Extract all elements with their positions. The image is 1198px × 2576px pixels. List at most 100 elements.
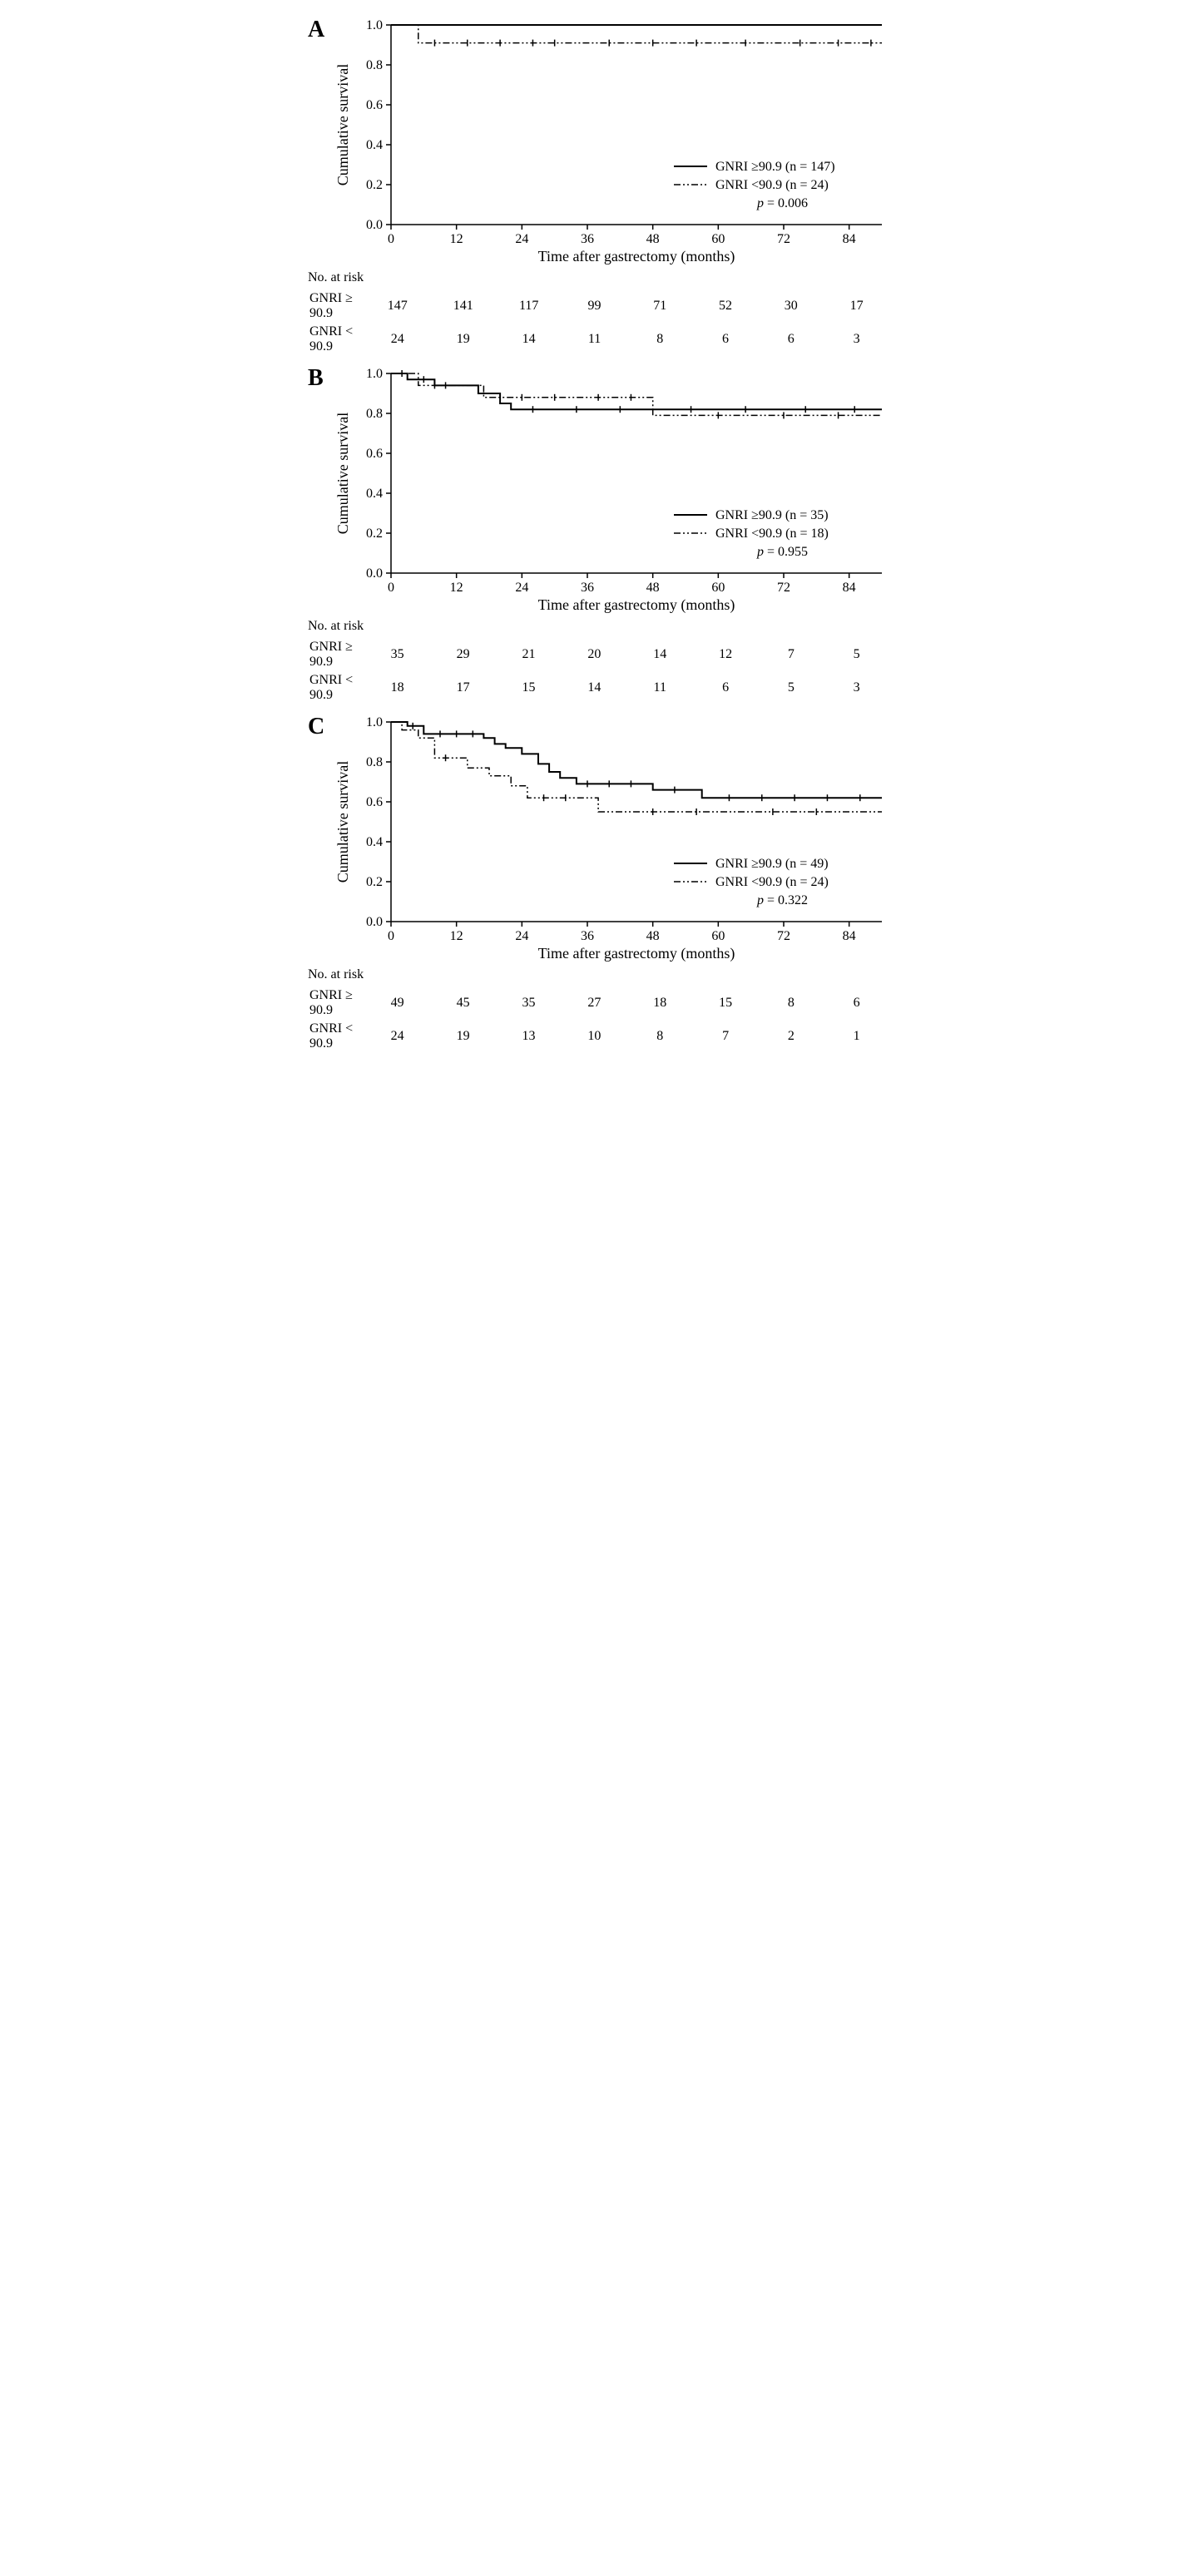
risk-value: 11 xyxy=(628,672,692,704)
panel-C: C0.00.20.40.60.81.0012243648607284Time a… xyxy=(308,714,890,1054)
svg-text:1.0: 1.0 xyxy=(366,367,383,381)
risk-value: 14 xyxy=(628,639,692,670)
risk-value: 18 xyxy=(628,987,692,1019)
risk-row-label: GNRI ≥ 90.9 xyxy=(309,290,364,322)
risk-value: 15 xyxy=(694,987,758,1019)
risk-value: 27 xyxy=(562,987,626,1019)
svg-text:0.8: 0.8 xyxy=(366,58,383,72)
svg-text:0.0: 0.0 xyxy=(366,915,383,929)
panel-label: B xyxy=(308,365,324,392)
svg-text:1.0: 1.0 xyxy=(366,715,383,729)
risk-value: 12 xyxy=(694,639,758,670)
risk-value: 35 xyxy=(497,987,561,1019)
svg-text:GNRI <90.9 (n = 24): GNRI <90.9 (n = 24) xyxy=(715,178,829,192)
svg-text:p = 0.006: p = 0.006 xyxy=(756,196,808,210)
risk-value: 8 xyxy=(628,324,692,355)
svg-text:0.4: 0.4 xyxy=(366,487,383,501)
svg-text:0.6: 0.6 xyxy=(366,795,383,809)
risk-table: No. at riskGNRI ≥ 90.935292120141275GNRI… xyxy=(308,619,890,705)
svg-text:84: 84 xyxy=(843,929,856,943)
svg-text:0.2: 0.2 xyxy=(366,527,383,541)
risk-value: 117 xyxy=(497,290,561,322)
risk-table: No. at riskGNRI ≥ 90.9147141117997152301… xyxy=(308,270,890,357)
svg-text:0.8: 0.8 xyxy=(366,755,383,769)
risk-value: 5 xyxy=(824,639,889,670)
svg-text:GNRI ≥90.9 (n = 49): GNRI ≥90.9 (n = 49) xyxy=(715,857,829,871)
risk-row-hi: GNRI ≥ 90.949453527181586 xyxy=(309,987,889,1019)
risk-table: No. at riskGNRI ≥ 90.949453527181586GNRI… xyxy=(308,967,890,1054)
risk-value: 35 xyxy=(365,639,429,670)
risk-value: 8 xyxy=(628,1021,692,1052)
svg-text:12: 12 xyxy=(450,232,463,246)
svg-text:Cumulative survival: Cumulative survival xyxy=(334,413,351,534)
svg-text:72: 72 xyxy=(777,232,790,246)
risk-value: 3 xyxy=(824,324,889,355)
svg-text:48: 48 xyxy=(646,929,660,943)
risk-title: No. at risk xyxy=(308,619,890,634)
risk-value: 5 xyxy=(760,672,824,704)
svg-text:72: 72 xyxy=(777,581,790,595)
risk-row-lo: GNRI < 90.91817151411653 xyxy=(309,672,889,704)
svg-text:12: 12 xyxy=(450,929,463,943)
risk-value: 3 xyxy=(824,672,889,704)
risk-row-label: GNRI < 90.9 xyxy=(309,1021,364,1052)
svg-text:72: 72 xyxy=(777,929,790,943)
risk-value: 11 xyxy=(562,324,626,355)
svg-text:48: 48 xyxy=(646,232,660,246)
risk-value: 8 xyxy=(760,987,824,1019)
risk-row-label: GNRI ≥ 90.9 xyxy=(309,987,364,1019)
risk-value: 49 xyxy=(365,987,429,1019)
risk-value: 17 xyxy=(431,672,495,704)
panel-B: B0.00.20.40.60.81.0012243648607284Time a… xyxy=(308,365,890,705)
risk-title: No. at risk xyxy=(308,967,890,982)
km-chart: 0.00.20.40.60.81.0012243648607284Time af… xyxy=(333,714,890,963)
risk-value: 7 xyxy=(760,639,824,670)
risk-value: 52 xyxy=(694,290,758,322)
svg-text:0.2: 0.2 xyxy=(366,178,383,192)
svg-text:GNRI ≥90.9 (n = 147): GNRI ≥90.9 (n = 147) xyxy=(715,160,835,174)
svg-text:24: 24 xyxy=(515,929,528,943)
risk-value: 147 xyxy=(365,290,429,322)
svg-text:24: 24 xyxy=(515,232,528,246)
svg-text:p = 0.955: p = 0.955 xyxy=(756,545,808,559)
svg-text:60: 60 xyxy=(711,581,725,595)
svg-text:1.0: 1.0 xyxy=(366,18,383,32)
svg-text:Time after gastrectomy (months: Time after gastrectomy (months) xyxy=(538,248,735,265)
risk-value: 20 xyxy=(562,639,626,670)
svg-text:84: 84 xyxy=(843,581,856,595)
risk-row-lo: GNRI < 90.9241914118663 xyxy=(309,324,889,355)
risk-value: 99 xyxy=(562,290,626,322)
risk-value: 29 xyxy=(431,639,495,670)
svg-text:p = 0.322: p = 0.322 xyxy=(756,893,808,907)
svg-text:GNRI ≥90.9 (n = 35): GNRI ≥90.9 (n = 35) xyxy=(715,508,829,522)
risk-value: 6 xyxy=(824,987,889,1019)
svg-text:36: 36 xyxy=(581,929,594,943)
svg-text:0.8: 0.8 xyxy=(366,407,383,421)
svg-text:0.6: 0.6 xyxy=(366,98,383,112)
km-chart: 0.00.20.40.60.81.0012243648607284Time af… xyxy=(333,17,890,266)
risk-value: 19 xyxy=(431,1021,495,1052)
risk-value: 45 xyxy=(431,987,495,1019)
risk-value: 10 xyxy=(562,1021,626,1052)
svg-text:0.4: 0.4 xyxy=(366,835,383,849)
risk-row-label: GNRI < 90.9 xyxy=(309,324,364,355)
risk-value: 19 xyxy=(431,324,495,355)
risk-row-hi: GNRI ≥ 90.935292120141275 xyxy=(309,639,889,670)
panel-A: A0.00.20.40.60.81.0012243648607284Time a… xyxy=(308,17,890,357)
svg-text:0.0: 0.0 xyxy=(366,218,383,232)
svg-text:Time after gastrectomy (months: Time after gastrectomy (months) xyxy=(538,596,735,614)
risk-value: 13 xyxy=(497,1021,561,1052)
risk-value: 30 xyxy=(759,290,823,322)
risk-row-label: GNRI ≥ 90.9 xyxy=(309,639,364,670)
svg-text:0: 0 xyxy=(388,232,394,246)
risk-value: 6 xyxy=(694,324,758,355)
risk-value: 6 xyxy=(694,672,758,704)
svg-text:48: 48 xyxy=(646,581,660,595)
panel-label: C xyxy=(308,714,324,740)
svg-text:0: 0 xyxy=(388,929,394,943)
svg-text:GNRI <90.9 (n = 18): GNRI <90.9 (n = 18) xyxy=(715,527,829,541)
risk-value: 14 xyxy=(562,672,626,704)
svg-text:0.2: 0.2 xyxy=(366,875,383,889)
svg-text:Time after gastrectomy (months: Time after gastrectomy (months) xyxy=(538,945,735,962)
svg-text:60: 60 xyxy=(711,232,725,246)
